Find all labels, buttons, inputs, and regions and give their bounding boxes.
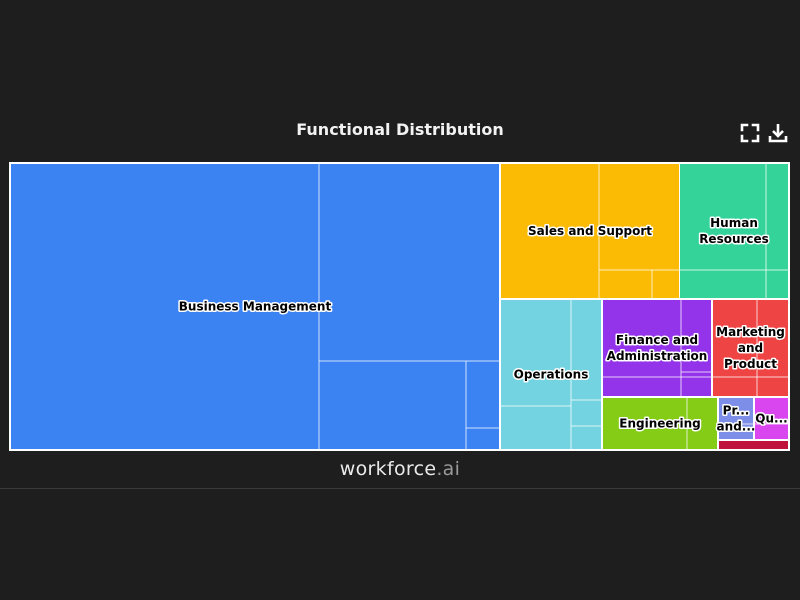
treemap-label: Operations: [514, 368, 589, 382]
treemap-cell-pr-and[interactable]: Pr... and...: [715, 398, 757, 439]
treemap-cell-business-management[interactable]: Business Management: [11, 164, 499, 449]
treemap-cell-engineering[interactable]: Engineering: [603, 398, 717, 449]
treemap-rect[interactable]: [603, 300, 711, 396]
treemap-cell-sales-and-support[interactable]: Sales and Support: [501, 164, 679, 298]
footer-divider: [0, 488, 800, 489]
brand-ext: .ai: [436, 458, 461, 480]
chart-title: Functional Distribution: [296, 120, 504, 139]
treemap-cell-other-9[interactable]: [719, 441, 788, 449]
treemap-label: Human Resources: [699, 216, 769, 246]
treemap-rect[interactable]: [680, 164, 788, 298]
treemap-rect[interactable]: [11, 164, 499, 449]
treemap-cell-finance-and-administration[interactable]: Finance and Administration: [603, 300, 711, 396]
treemap-label: Pr... and...: [717, 404, 756, 434]
treemap-rect[interactable]: [501, 300, 601, 449]
treemap-rect[interactable]: [719, 441, 788, 449]
treemap-label: Marketing and Product: [716, 325, 785, 371]
treemap-rect[interactable]: [501, 164, 679, 298]
treemap-label: Business Management: [179, 300, 332, 314]
treemap-label: Sales and Support: [528, 224, 652, 238]
treemap-label: Qu...: [755, 412, 787, 426]
fullscreen-icon[interactable]: [739, 122, 761, 144]
brand-name: workforce: [339, 458, 437, 480]
treemap-rect[interactable]: [719, 398, 753, 439]
download-icon[interactable]: [767, 122, 789, 144]
treemap-cell-human-resources[interactable]: Human Resources: [680, 164, 788, 298]
treemap-cell-qu[interactable]: Qu...: [754, 398, 789, 439]
treemap-cell-marketing-and-product[interactable]: Marketing and Product: [713, 300, 788, 396]
treemap-rect[interactable]: [603, 398, 717, 449]
treemap-chart: Business Management Sales and Support Huma…: [9, 162, 790, 451]
treemap-cell-operations[interactable]: Operations: [501, 300, 601, 449]
treemap-rect[interactable]: [755, 398, 788, 439]
treemap-label: Finance and Administration: [607, 333, 708, 363]
treemap-label: Engineering: [619, 417, 700, 431]
brand-logo: workforce.ai: [0, 458, 800, 480]
treemap-rect[interactable]: [713, 300, 788, 396]
